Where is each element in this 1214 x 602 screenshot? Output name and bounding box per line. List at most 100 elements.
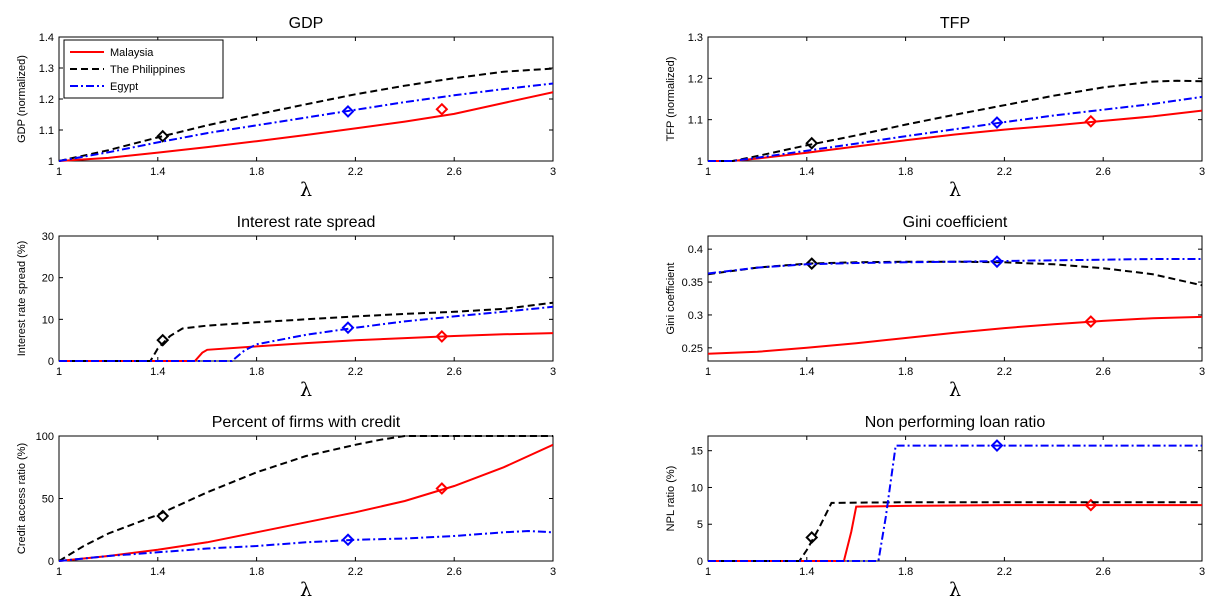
- x-tick-label: 3: [550, 566, 556, 578]
- x-tick-label: 1: [705, 366, 711, 378]
- y-tick-label: 0.25: [682, 343, 703, 355]
- series-line-egypt: [59, 82, 553, 162]
- legend-label: The Philippines: [110, 64, 186, 76]
- y-tick-label: 100: [36, 431, 54, 443]
- series-marker-malaysia: [1084, 315, 1098, 328]
- y-tick-label: 20: [42, 273, 54, 285]
- x-tick-label: 1: [56, 166, 62, 178]
- series-line-egypt: [708, 258, 1202, 275]
- y-tick-label: 1.2: [39, 94, 54, 106]
- x-axis-label: λ: [949, 379, 961, 401]
- x-tick-label: 3: [1199, 366, 1205, 378]
- series-marker-egypt: [990, 255, 1004, 269]
- x-tick-label: 3: [1199, 566, 1205, 578]
- series-marker-the-philippines: [805, 531, 819, 544]
- x-tick-label: 2.6: [447, 566, 462, 578]
- plot-frame: [58, 235, 554, 362]
- y-tick-label: 1.4: [39, 32, 54, 44]
- y-tick-label: 0.35: [682, 277, 703, 289]
- x-tick-label: 2.2: [997, 566, 1012, 578]
- series-marker-malaysia: [435, 482, 449, 495]
- x-tick-label: 3: [550, 366, 556, 378]
- x-tick-label: 2.2: [997, 166, 1012, 178]
- y-tick-label: 0.4: [688, 244, 703, 256]
- x-tick-label: 3: [1199, 166, 1205, 178]
- chart-title: Interest rate spread: [237, 214, 376, 231]
- series-line-egypt: [59, 305, 553, 362]
- y-tick-label: 0: [48, 556, 54, 568]
- x-tick-label: 1.8: [249, 566, 264, 578]
- x-tick-label: 1.8: [898, 566, 913, 578]
- y-tick-label: 0.3: [688, 310, 703, 322]
- series-line-the-philippines: [59, 67, 553, 162]
- y-tick-label: 1: [697, 156, 703, 168]
- series-marker-the-philippines: [805, 136, 819, 150]
- series-line-the-philippines: [59, 301, 553, 362]
- x-axis-label: λ: [300, 579, 312, 601]
- y-tick-label: 30: [42, 231, 54, 243]
- legend-label: Egypt: [110, 81, 138, 93]
- x-tick-label: 2.6: [1096, 166, 1111, 178]
- chart-title: Gini coefficient: [903, 214, 1008, 231]
- series-line-the-philippines: [59, 435, 553, 562]
- series-line-malaysia: [59, 332, 553, 362]
- x-tick-label: 1.4: [799, 166, 814, 178]
- x-tick-label: 1: [705, 566, 711, 578]
- series-marker-egypt: [341, 321, 355, 335]
- series-marker-the-philippines: [156, 509, 170, 523]
- series-marker-egypt: [341, 533, 355, 547]
- chart-panel: GDP 1 1.4 1.8 2.2 2.6 3 1 1.1 1.2 1.3 1.4 λ GDP (norm…: [16, 15, 556, 201]
- y-tick-label: 15: [691, 446, 703, 458]
- x-tick-label: 2.2: [348, 166, 363, 178]
- y-axis-label: Interest rate spread (%): [16, 241, 28, 357]
- x-tick-label: 2.6: [447, 366, 462, 378]
- series-line-malaysia: [708, 109, 1202, 162]
- plot-frame: [707, 235, 1203, 362]
- x-tick-label: 1.4: [799, 366, 814, 378]
- chart-title: Non performing loan ratio: [865, 414, 1046, 431]
- chart-panel: Percent of firms with credit 1 1.4 1.8 2.2 2.…: [16, 414, 556, 601]
- x-tick-label: 1.8: [898, 366, 913, 378]
- x-tick-label: 1.4: [150, 566, 165, 578]
- chart-panel: Non performing loan ratio 1 1.4 1.8 2.2 2.6 3 0…: [665, 414, 1205, 601]
- y-tick-label: 0: [48, 356, 54, 368]
- series-marker-the-philippines: [156, 129, 170, 143]
- series-marker-malaysia: [435, 102, 449, 116]
- x-tick-label: 2.6: [1096, 566, 1111, 578]
- x-tick-label: 2.2: [997, 366, 1012, 378]
- x-tick-label: 2.2: [348, 566, 363, 578]
- chart-title: TFP: [940, 15, 970, 32]
- series-line-malaysia: [708, 315, 1202, 355]
- x-axis-label: λ: [949, 579, 961, 601]
- y-axis-label: Gini coefficient: [665, 263, 677, 335]
- y-axis-label: Credit access ratio (%): [16, 443, 28, 554]
- series-marker-egypt: [341, 104, 355, 118]
- series-marker-malaysia: [435, 330, 449, 343]
- x-tick-label: 1: [56, 566, 62, 578]
- series-marker-malaysia: [1084, 114, 1098, 128]
- series-line-malaysia: [59, 91, 553, 162]
- series-marker-egypt: [990, 439, 1004, 452]
- y-tick-label: 5: [697, 519, 703, 531]
- x-tick-label: 1.4: [150, 366, 165, 378]
- y-tick-label: 1.1: [688, 115, 703, 127]
- y-tick-label: 1.3: [39, 63, 54, 75]
- series-marker-the-philippines: [805, 257, 819, 271]
- y-tick-label: 10: [691, 482, 703, 494]
- series-line-the-philippines: [708, 501, 1202, 562]
- plot-frame: [707, 435, 1203, 562]
- chart-title: GDP: [289, 15, 324, 32]
- y-tick-label: 1.2: [688, 73, 703, 85]
- y-tick-label: 1.3: [688, 32, 703, 44]
- chart-title: Percent of firms with credit: [212, 414, 401, 431]
- series-line-egypt: [708, 95, 1202, 162]
- y-tick-label: 1: [48, 156, 54, 168]
- series-marker-egypt: [990, 116, 1004, 129]
- x-axis-label: λ: [300, 379, 312, 401]
- plot-frame: [707, 36, 1203, 162]
- x-tick-label: 2.2: [348, 366, 363, 378]
- y-axis-label: GDP (normalized): [16, 55, 28, 143]
- x-tick-label: 2.6: [1096, 366, 1111, 378]
- x-tick-label: 2.6: [447, 166, 462, 178]
